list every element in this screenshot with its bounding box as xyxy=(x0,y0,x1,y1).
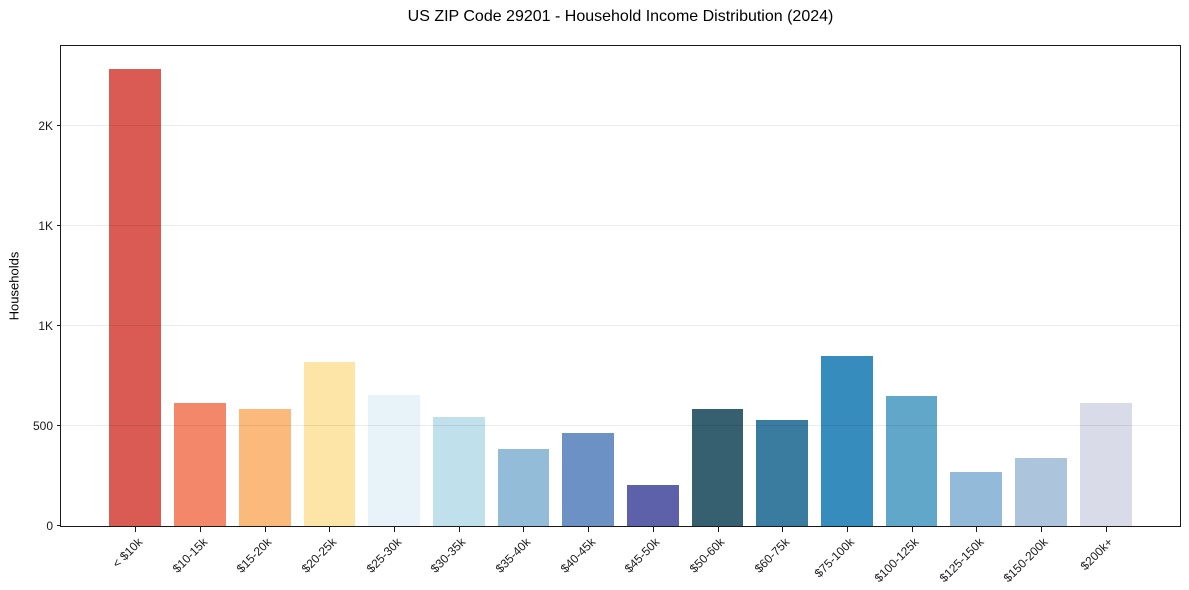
bar-slot: $150-200k xyxy=(1001,46,1074,585)
bar-150-200k xyxy=(1015,458,1067,526)
bar-15-20k xyxy=(238,409,291,526)
bar-10-15k xyxy=(174,403,226,526)
x-tick-mark xyxy=(458,527,460,532)
bar-slot: $30-35k xyxy=(426,46,491,576)
bar-25-30k xyxy=(368,395,420,526)
bars-row: < $10k $10-15k $15-20k $20-25k $25-30k $30-35… xyxy=(61,46,1180,585)
x-tick-mark xyxy=(717,527,719,532)
bar-slot: $75-100k xyxy=(812,46,880,580)
bar-slot: $20-25k xyxy=(297,46,362,576)
y-tick-label: 0 xyxy=(46,519,53,533)
x-tick-mark xyxy=(652,527,654,532)
bar-slot: $25-30k xyxy=(362,46,427,576)
x-tick-mark xyxy=(1105,527,1107,532)
x-tick-label: $15-20k xyxy=(234,535,275,576)
bar-45-50k xyxy=(626,484,679,526)
x-tick-label: < $10k xyxy=(109,535,146,571)
bar-slot: $15-20k xyxy=(232,46,297,576)
x-tick-mark xyxy=(394,527,396,532)
y-axis-label: Households xyxy=(6,251,22,321)
bar-50-60k xyxy=(691,408,744,526)
x-tick-label: $150-200k xyxy=(1000,535,1051,586)
bar-40-45k xyxy=(562,433,615,526)
bar-slot: $60-75k xyxy=(750,46,815,576)
x-tick-mark xyxy=(911,527,913,532)
x-tick-label: $35-40k xyxy=(492,535,534,576)
bar-slot: $100-125k xyxy=(871,46,944,585)
x-tick-label: $10-15k xyxy=(169,535,210,576)
x-tick-mark xyxy=(976,527,978,532)
x-tick-mark xyxy=(135,527,137,532)
bar-slot: $50-60k xyxy=(685,46,750,576)
x-tick-label: $75-100k xyxy=(811,535,857,581)
y-tick-label: 1K xyxy=(38,219,53,233)
y-tick-label: 500 xyxy=(32,419,53,433)
bar-slot: < $10k xyxy=(103,46,168,571)
x-tick-label: $40-45k xyxy=(557,535,599,576)
bar-60-75k xyxy=(756,420,809,526)
bar-100-125k xyxy=(885,396,938,526)
chart-title: US ZIP Code 29201 - Household Income Dis… xyxy=(407,8,834,25)
x-tick-mark xyxy=(1040,527,1042,532)
bar-20-25k xyxy=(303,361,356,526)
x-tick-mark xyxy=(588,527,590,532)
y-tick-mark xyxy=(57,525,61,526)
y-tick-label: 2K xyxy=(38,119,53,133)
x-tick-label: $100-125k xyxy=(871,535,922,586)
x-tick-mark xyxy=(200,527,202,532)
bar-slot: $40-45k xyxy=(556,46,621,576)
x-tick-mark xyxy=(782,527,784,532)
bar-slot: $10-15k xyxy=(168,46,233,576)
x-tick-label: $25-30k xyxy=(363,535,404,576)
bar-slot: $45-50k xyxy=(621,46,686,576)
x-tick-label: $45-50k xyxy=(622,535,663,576)
x-tick-mark xyxy=(846,527,848,532)
bar-10k xyxy=(109,69,162,526)
x-tick-label: $20-25k xyxy=(298,535,340,576)
y-tick-label: 1K xyxy=(38,319,53,333)
y-tick-mark xyxy=(57,225,61,226)
bar-slot: $125-150k xyxy=(936,46,1009,585)
bar-200k xyxy=(1079,402,1132,526)
x-tick-mark xyxy=(264,527,266,532)
x-tick-mark xyxy=(329,527,331,532)
bar-35-40k xyxy=(497,449,550,526)
bar-30-35k xyxy=(432,417,485,526)
x-tick-label: $50-60k xyxy=(686,535,728,576)
bar-slot: $35-40k xyxy=(491,46,556,576)
x-tick-label: $60-75k xyxy=(751,535,793,576)
y-tick-mark xyxy=(57,425,61,426)
bar-slot: $200k+ xyxy=(1073,46,1138,573)
bar-75-100k xyxy=(821,355,873,526)
plot-area: < $10k $10-15k $15-20k $20-25k $25-30k $30-35… xyxy=(33,45,1181,585)
x-tick-label: $30-35k xyxy=(428,535,469,576)
y-tick-mark xyxy=(57,325,61,326)
y-tick-mark xyxy=(57,125,61,126)
x-tick-mark xyxy=(523,527,525,532)
x-tick-label: $200k+ xyxy=(1077,535,1116,573)
x-tick-label: $125-150k xyxy=(936,535,987,586)
bar-125-150k xyxy=(950,472,1003,526)
